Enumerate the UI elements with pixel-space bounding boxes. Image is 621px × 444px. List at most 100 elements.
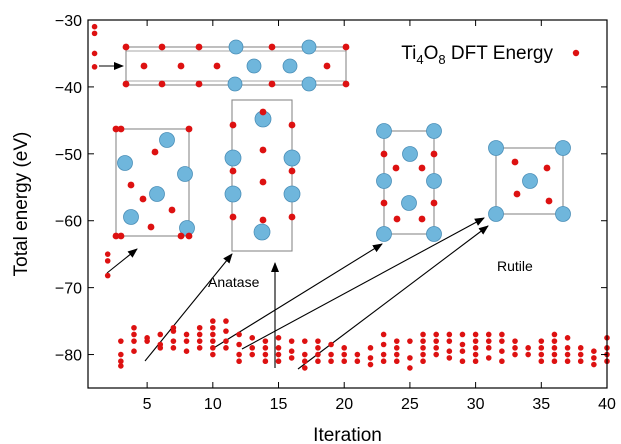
x-tick-label: 35 xyxy=(532,396,550,413)
data-point xyxy=(577,351,584,358)
data-point xyxy=(380,358,387,365)
titanium-atom xyxy=(224,149,242,167)
data-point xyxy=(262,358,269,365)
oxygen-atom xyxy=(418,164,426,172)
oxygen-atom xyxy=(229,121,237,129)
data-point xyxy=(367,361,374,368)
oxygen-atom xyxy=(513,190,521,198)
oxygen-atom xyxy=(268,43,276,51)
data-point xyxy=(459,358,466,365)
data-point xyxy=(315,338,321,344)
titanium-atom xyxy=(555,206,571,222)
data-point xyxy=(591,361,597,368)
data-point xyxy=(485,331,492,338)
oxygen-atom xyxy=(229,167,237,175)
data-point xyxy=(275,345,282,351)
y-tick-label: −70 xyxy=(55,281,82,298)
titanium-atom xyxy=(426,123,442,139)
data-point xyxy=(367,345,374,351)
data-point xyxy=(499,358,505,365)
data-point xyxy=(262,338,269,344)
oxygen-atom xyxy=(259,178,267,186)
data-point xyxy=(131,348,137,355)
titanium-atom xyxy=(123,209,139,225)
data-point xyxy=(393,358,400,365)
data-point xyxy=(459,348,466,355)
data-point xyxy=(223,338,229,344)
y-tick-label: −60 xyxy=(55,214,82,231)
data-point xyxy=(288,355,295,361)
data-point xyxy=(236,331,242,338)
legend-label: Ti4O8 DFT Energy xyxy=(401,43,553,67)
data-point xyxy=(472,338,479,344)
titanium-atom xyxy=(488,140,504,156)
y-axis-ticks: −30 −40 −50 −60 −70 −80 xyxy=(55,13,607,365)
data-point xyxy=(104,251,111,257)
titanium-atom xyxy=(227,76,243,92)
data-point xyxy=(459,341,466,348)
oxygen-atom xyxy=(140,62,148,70)
data-point xyxy=(315,351,321,358)
data-point xyxy=(485,338,492,344)
data-point xyxy=(236,351,242,358)
data-point xyxy=(341,351,348,358)
data-point xyxy=(275,351,282,358)
data-point xyxy=(446,355,453,361)
data-point xyxy=(236,341,242,348)
crystal-structure-insets xyxy=(112,39,571,252)
x-tick-label: 40 xyxy=(598,396,616,413)
titanium-atom xyxy=(555,140,571,156)
data-point xyxy=(472,331,479,338)
x-tick-label: 30 xyxy=(467,396,485,413)
titanium-atom xyxy=(522,173,538,189)
y-tick-label: −30 xyxy=(55,13,82,30)
data-point xyxy=(538,338,545,344)
data-point xyxy=(210,345,216,351)
titanium-atom xyxy=(402,146,418,162)
titanium-atom xyxy=(301,76,317,92)
oxygen-atom xyxy=(195,43,203,51)
data-point xyxy=(328,351,334,358)
rutile-label: Rutile xyxy=(497,258,533,274)
oxygen-atom xyxy=(392,164,400,172)
legend-sub2: 8 xyxy=(438,52,445,67)
data-point xyxy=(236,358,242,365)
titanium-atom xyxy=(283,185,301,203)
data-point xyxy=(433,351,439,358)
legend-base: Ti xyxy=(401,43,416,64)
data-point xyxy=(315,358,321,365)
x-tick-label: 5 xyxy=(143,396,152,413)
x-tick-label: 15 xyxy=(270,396,288,413)
legend-rest: DFT Energy xyxy=(446,43,554,64)
data-point xyxy=(170,345,177,351)
data-point xyxy=(551,338,558,344)
data-point xyxy=(223,318,229,324)
data-point xyxy=(472,345,479,351)
data-point xyxy=(104,258,111,264)
oxygen-atom xyxy=(127,181,135,189)
data-point xyxy=(104,272,111,279)
titanium-atom xyxy=(246,58,262,74)
data-point xyxy=(196,331,203,338)
data-point xyxy=(157,345,164,351)
data-point xyxy=(91,30,98,37)
oxygen-atom xyxy=(259,108,267,116)
titanium-atom xyxy=(488,206,504,222)
titanium-atom xyxy=(426,226,442,242)
titanium-atom xyxy=(253,223,271,241)
data-point xyxy=(420,345,426,351)
data-point xyxy=(472,351,479,358)
data-point xyxy=(196,324,203,331)
oxygen-atom xyxy=(543,164,551,172)
data-point xyxy=(341,345,348,351)
oxygen-atom xyxy=(185,232,193,240)
data-point xyxy=(551,351,558,358)
oxygen-atom xyxy=(122,43,130,51)
data-point xyxy=(407,365,413,371)
oxygen-atom xyxy=(147,223,155,231)
data-point xyxy=(118,338,124,344)
oxygen-atom xyxy=(393,215,401,223)
titanium-atom xyxy=(149,186,165,202)
data-point xyxy=(183,348,190,355)
oxygen-atom xyxy=(545,197,553,205)
